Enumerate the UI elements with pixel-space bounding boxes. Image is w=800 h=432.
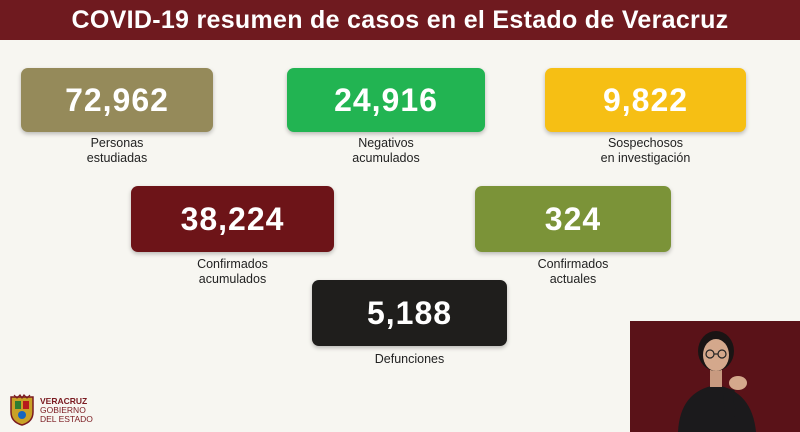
label-line: estudiadas (86, 151, 148, 165)
title-banner: COVID-19 resumen de casos en el Estado d… (0, 0, 800, 40)
stat-value: 24,916 (334, 81, 438, 118)
label-confirmados-acumulados: Confirmados acumulados (131, 257, 334, 287)
card-negativos-acumulados: 24,916 (287, 68, 485, 132)
label-personas-estudiadas: Personas estudiadas (21, 136, 213, 166)
coat-of-arms-icon (8, 394, 36, 426)
stat-value: 9,822 (602, 81, 689, 118)
label-line: Defunciones (374, 352, 445, 366)
label-line: Sospechosos (607, 136, 684, 150)
logo-text: VERACRUZ GOBIERNO DEL ESTADO (40, 395, 93, 424)
label-line: actuales (549, 272, 597, 286)
stat-value: 72,962 (65, 81, 169, 118)
card-personas-estudiadas: 72,962 (21, 68, 213, 132)
card-defunciones: 5,188 (312, 280, 507, 346)
sign-language-interpreter-video (630, 321, 800, 432)
card-confirmados-acumulados: 38,224 (131, 186, 334, 252)
label-line: Personas (90, 136, 144, 150)
stat-value: 324 (544, 200, 602, 237)
card-sospechosos: 9,822 (545, 68, 746, 132)
stat-value: 5,188 (366, 294, 453, 331)
label-line: Confirmados (197, 257, 268, 271)
label-line: acumulados (352, 151, 420, 165)
label-confirmados-actuales: Confirmados actuales (475, 257, 671, 287)
label-line: en investigación (600, 151, 691, 165)
logo-line: VERACRUZ (40, 395, 88, 406)
logo-line: DEL ESTADO (40, 413, 93, 424)
logo-line: GOBIERNO (40, 404, 86, 415)
label-defunciones: Defunciones (312, 352, 507, 367)
stat-value: 38,224 (180, 200, 285, 237)
label-negativos-acumulados: Negativos acumulados (287, 136, 485, 166)
label-sospechosos: Sospechosos en investigación (545, 136, 746, 166)
card-confirmados-actuales: 324 (475, 186, 671, 252)
veracruz-logo: VERACRUZ GOBIERNO DEL ESTADO (8, 394, 93, 426)
page-title: COVID-19 resumen de casos en el Estado d… (71, 5, 729, 34)
label-line: Negativos (358, 136, 414, 150)
label-line: Confirmados (537, 257, 609, 271)
label-line: acumulados (198, 272, 267, 286)
